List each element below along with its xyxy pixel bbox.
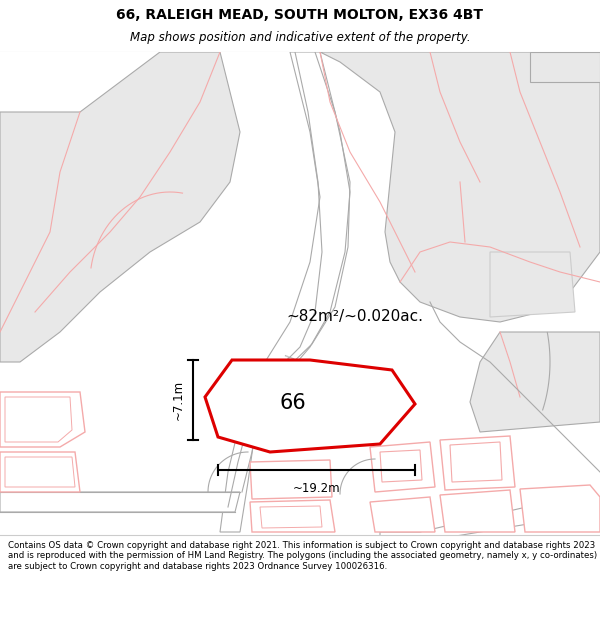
Polygon shape [380, 450, 422, 482]
Polygon shape [220, 52, 350, 532]
Text: 66: 66 [280, 393, 306, 413]
Polygon shape [250, 460, 332, 499]
Polygon shape [0, 392, 85, 447]
Text: Map shows position and indicative extent of the property.: Map shows position and indicative extent… [130, 31, 470, 44]
Polygon shape [5, 457, 75, 487]
Text: Contains OS data © Crown copyright and database right 2021. This information is : Contains OS data © Crown copyright and d… [8, 541, 597, 571]
Polygon shape [0, 492, 240, 512]
Text: ~7.1m: ~7.1m [172, 380, 185, 420]
Polygon shape [320, 52, 600, 322]
Polygon shape [490, 252, 575, 317]
Polygon shape [205, 360, 415, 452]
Polygon shape [470, 332, 600, 432]
Polygon shape [250, 500, 335, 532]
Text: Raleigh Mead: Raleigh Mead [271, 354, 299, 440]
Text: ~19.2m: ~19.2m [293, 481, 340, 494]
Polygon shape [5, 397, 72, 442]
Polygon shape [370, 497, 435, 532]
Polygon shape [530, 52, 600, 82]
Polygon shape [440, 436, 515, 490]
Polygon shape [260, 506, 322, 528]
Polygon shape [380, 492, 600, 542]
Polygon shape [370, 442, 435, 492]
Polygon shape [450, 442, 502, 482]
Polygon shape [440, 490, 515, 532]
Text: ~82m²/~0.020ac.: ~82m²/~0.020ac. [287, 309, 424, 324]
Text: 66, RALEIGH MEAD, SOUTH MOLTON, EX36 4BT: 66, RALEIGH MEAD, SOUTH MOLTON, EX36 4BT [116, 8, 484, 21]
Polygon shape [0, 452, 80, 492]
Polygon shape [0, 52, 240, 362]
Polygon shape [520, 485, 600, 532]
